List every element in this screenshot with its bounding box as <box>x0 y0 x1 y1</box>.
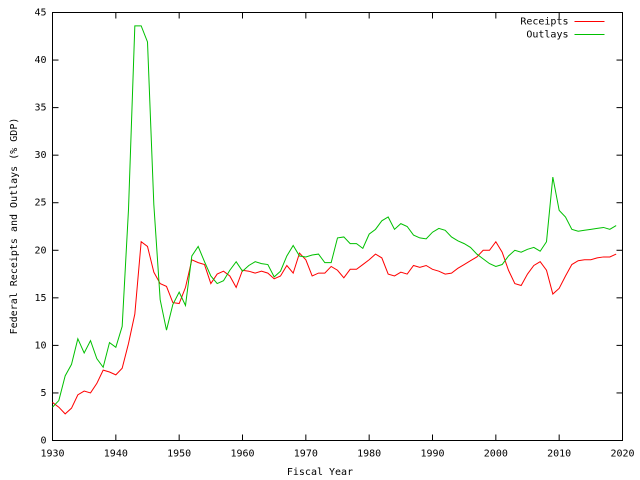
x-tick-label: 1980 <box>357 449 381 460</box>
y-tick-label: 15 <box>34 293 46 304</box>
y-tick-label: 10 <box>34 340 46 351</box>
series-line <box>52 240 617 415</box>
y-axis-label: Federal Receipts and Outlays (% GDP) <box>9 118 20 335</box>
x-axis-label: Fiscal Year <box>287 467 353 478</box>
x-tick-label: 1930 <box>40 449 64 460</box>
x-tick-label: 2000 <box>484 449 508 460</box>
y-tick-label: 25 <box>34 198 46 209</box>
x-tick-label: 1950 <box>167 449 191 460</box>
x-tick-label: 1940 <box>104 449 128 460</box>
y-tick-label: 5 <box>40 388 46 399</box>
x-tick-label: 1970 <box>294 449 318 460</box>
x-tick-label: 2010 <box>547 449 571 460</box>
legend-label: Receipts <box>520 17 568 28</box>
plot-frame <box>52 12 623 441</box>
x-tick-label: 1960 <box>230 449 254 460</box>
y-tick-label: 45 <box>34 8 46 19</box>
y-tick-label: 20 <box>34 245 46 256</box>
y-tick-label: 0 <box>40 436 46 447</box>
y-tick-label: 30 <box>34 150 46 161</box>
series-line <box>52 25 617 408</box>
y-tick-label: 35 <box>34 103 46 114</box>
x-tick-label: 2020 <box>610 449 634 460</box>
legend-label: Outlays <box>526 30 568 41</box>
x-tick-label: 1990 <box>420 449 444 460</box>
y-tick-label: 40 <box>34 55 46 66</box>
